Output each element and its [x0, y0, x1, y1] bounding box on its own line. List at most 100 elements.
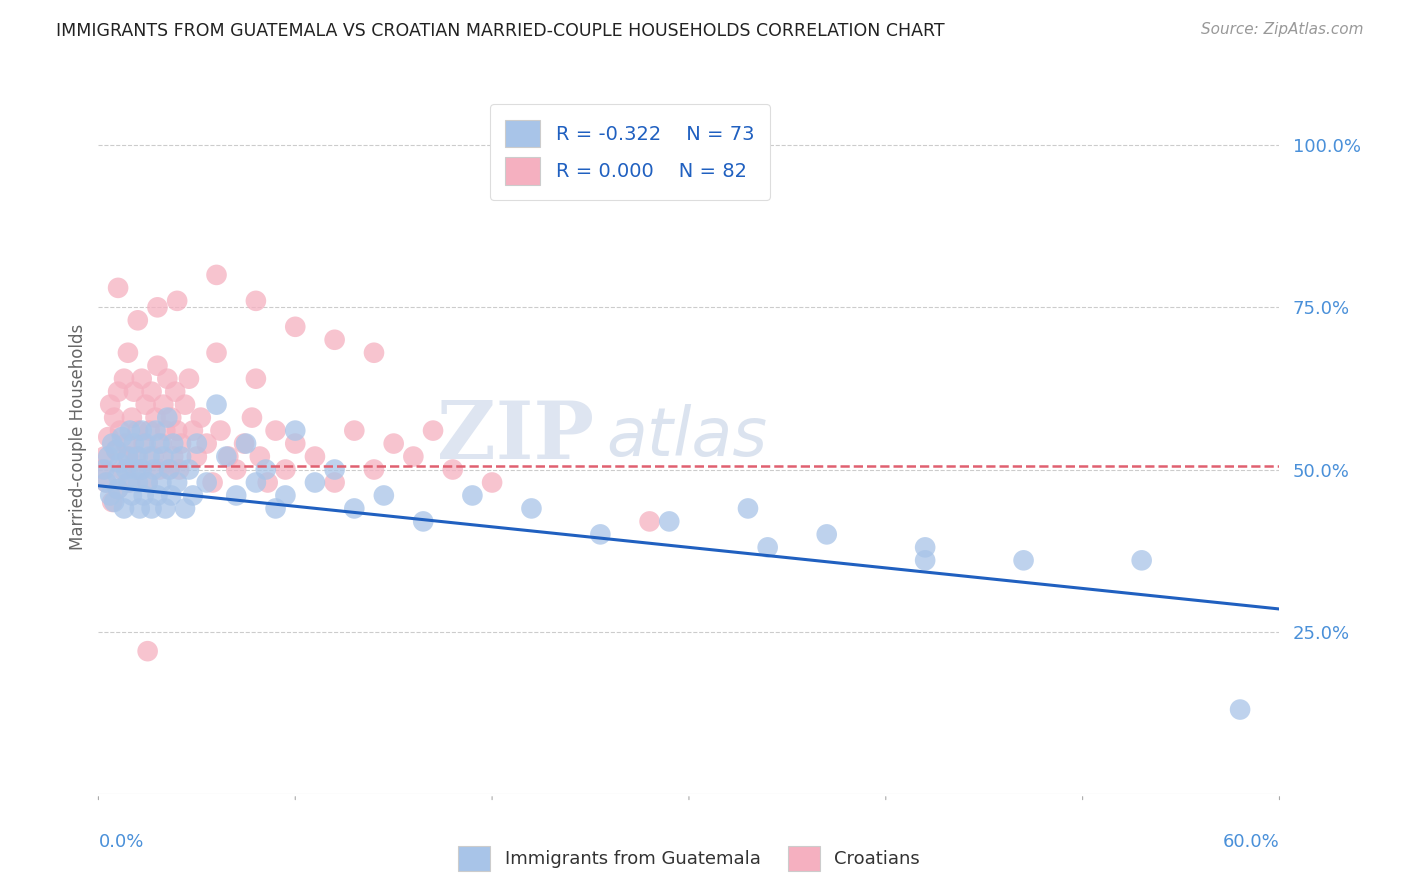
Point: [190, 410, 212, 425]
Point: [343, 501, 366, 516]
Text: atlas: atlas: [606, 404, 768, 470]
Point: [481, 475, 503, 490]
Point: [117, 450, 139, 464]
Point: [138, 450, 160, 464]
Point: [181, 488, 204, 502]
Point: [181, 424, 204, 438]
Point: [141, 501, 163, 516]
Point: [245, 372, 267, 386]
Point: [111, 462, 134, 476]
Point: [177, 462, 200, 476]
Point: [155, 501, 177, 516]
Point: [157, 462, 180, 476]
Point: [117, 345, 139, 359]
Point: [209, 424, 232, 438]
Point: [1229, 702, 1251, 716]
Point: [98, 488, 121, 502]
Point: [363, 345, 385, 359]
Point: [240, 410, 263, 425]
Point: [118, 424, 141, 438]
Point: [1130, 553, 1153, 567]
Point: [520, 501, 543, 516]
Point: [167, 462, 190, 476]
Point: [589, 527, 612, 541]
Point: [1012, 553, 1035, 567]
Point: [150, 475, 173, 490]
Point: [122, 436, 145, 450]
Point: [93, 462, 115, 476]
Text: IMMIGRANTS FROM GUATEMALA VS CROATIAN MARRIED-COUPLE HOUSEHOLDS CORRELATION CHAR: IMMIGRANTS FROM GUATEMALA VS CROATIAN MA…: [56, 22, 945, 40]
Point: [304, 450, 326, 464]
Point: [205, 398, 228, 412]
Point: [382, 436, 405, 450]
Point: [107, 281, 129, 295]
Point: [105, 443, 128, 458]
Point: [363, 462, 385, 476]
Point: [737, 501, 759, 516]
Point: [111, 430, 134, 444]
Point: [112, 372, 135, 386]
Point: [756, 541, 779, 555]
Point: [155, 424, 177, 438]
Point: [132, 436, 155, 450]
Point: [117, 450, 139, 464]
Point: [156, 372, 179, 386]
Point: [402, 450, 425, 464]
Point: [132, 488, 155, 502]
Point: [121, 488, 143, 502]
Point: [373, 488, 395, 502]
Point: [103, 495, 125, 509]
Point: [128, 462, 150, 476]
Point: [256, 475, 278, 490]
Point: [186, 450, 208, 464]
Point: [160, 488, 183, 502]
Point: [125, 462, 148, 476]
Point: [166, 293, 188, 308]
Point: [107, 482, 129, 496]
Point: [170, 450, 193, 464]
Point: [233, 436, 256, 450]
Y-axis label: Married-couple Households: Married-couple Households: [69, 324, 87, 550]
Point: [225, 462, 247, 476]
Point: [205, 345, 228, 359]
Point: [150, 436, 173, 450]
Point: [157, 462, 180, 476]
Point: [638, 515, 661, 529]
Point: [128, 501, 150, 516]
Point: [115, 462, 138, 476]
Point: [146, 359, 169, 373]
Point: [108, 424, 131, 438]
Point: [217, 450, 239, 464]
Point: [105, 443, 128, 458]
Point: [249, 450, 271, 464]
Point: [145, 424, 167, 438]
Point: [461, 488, 484, 502]
Point: [93, 450, 115, 464]
Point: [235, 436, 257, 450]
Point: [148, 462, 170, 476]
Point: [98, 398, 121, 412]
Point: [166, 424, 188, 438]
Point: [152, 398, 174, 412]
Point: [284, 424, 307, 438]
Point: [125, 450, 148, 464]
Point: [160, 410, 183, 425]
Point: [131, 372, 153, 386]
Point: [152, 450, 174, 464]
Point: [441, 462, 464, 476]
Point: [225, 488, 247, 502]
Point: [323, 462, 346, 476]
Text: 60.0%: 60.0%: [1223, 833, 1279, 851]
Point: [91, 462, 114, 476]
Text: ZIP: ZIP: [437, 398, 595, 476]
Point: [174, 501, 197, 516]
Point: [205, 268, 228, 282]
Point: [148, 436, 170, 450]
Point: [815, 527, 838, 541]
Point: [103, 410, 125, 425]
Point: [138, 424, 160, 438]
Point: [131, 424, 153, 438]
Point: [201, 475, 224, 490]
Point: [274, 488, 297, 502]
Point: [135, 398, 157, 412]
